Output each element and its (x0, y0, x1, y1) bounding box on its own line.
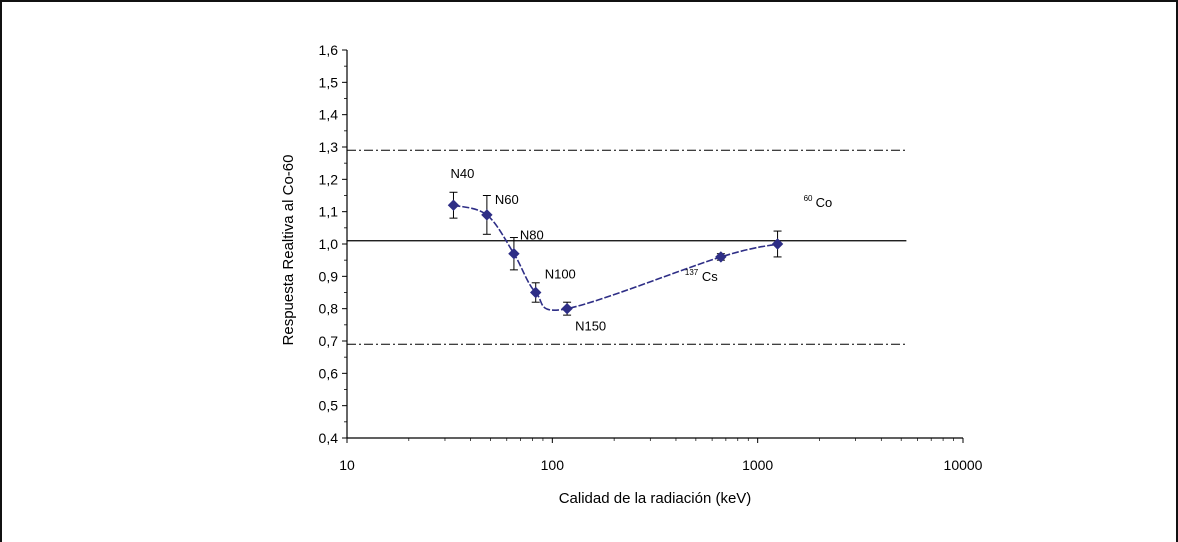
data-point (508, 247, 520, 260)
data-point (447, 199, 460, 211)
y-tick-label: 1,4 (319, 107, 339, 123)
y-tick-label: 1,5 (319, 74, 339, 90)
data-point (771, 238, 784, 250)
x-tick-label: 10 (339, 457, 355, 473)
data-point (530, 286, 542, 299)
annotation-label: N80 (520, 228, 544, 243)
y-tick-label: 0,6 (319, 365, 339, 381)
x-tick-label: 10000 (944, 457, 983, 473)
data-point (561, 302, 573, 315)
x-tick-label: 100 (541, 457, 565, 473)
y-tick-label: 0,7 (319, 333, 339, 349)
annotation-label: Co (816, 195, 833, 210)
y-tick-label: 1,0 (319, 236, 339, 252)
y-tick-label: 1,6 (319, 42, 339, 58)
annotation-label: N40 (450, 166, 474, 181)
y-tick-label: 0,8 (319, 301, 339, 317)
y-tick-label: 1,2 (319, 171, 339, 187)
data-point (481, 209, 493, 221)
y-tick-label: 1,1 (319, 204, 339, 220)
y-axis-label: Respuesta Realtiva al Co-60 (280, 155, 297, 346)
annotation-label: N150 (575, 319, 606, 334)
y-tick-label: 0,5 (319, 398, 339, 414)
data-point (715, 251, 727, 263)
y-tick-label: 0,9 (319, 268, 339, 284)
x-axis-label: Calidad de la radiación (keV) (559, 490, 752, 507)
x-tick-label: 1000 (742, 457, 773, 473)
annotation-superscript: 137 (685, 268, 699, 277)
annotation-label: Cs (702, 269, 718, 284)
y-tick-label: 1,3 (319, 139, 339, 155)
plot-area: 0,4 0,5 0,6 0,7 0,8 0,9 1,0 1,1 1,2 1,3 1,4 1,5 1,6 1… (319, 42, 983, 473)
annotation-label: N100 (545, 267, 576, 282)
y-tick-label: 0,4 (319, 430, 339, 446)
annotation-label: N60 (495, 192, 519, 207)
annotation-superscript: 60 (804, 194, 813, 203)
series-line (453, 204, 778, 311)
